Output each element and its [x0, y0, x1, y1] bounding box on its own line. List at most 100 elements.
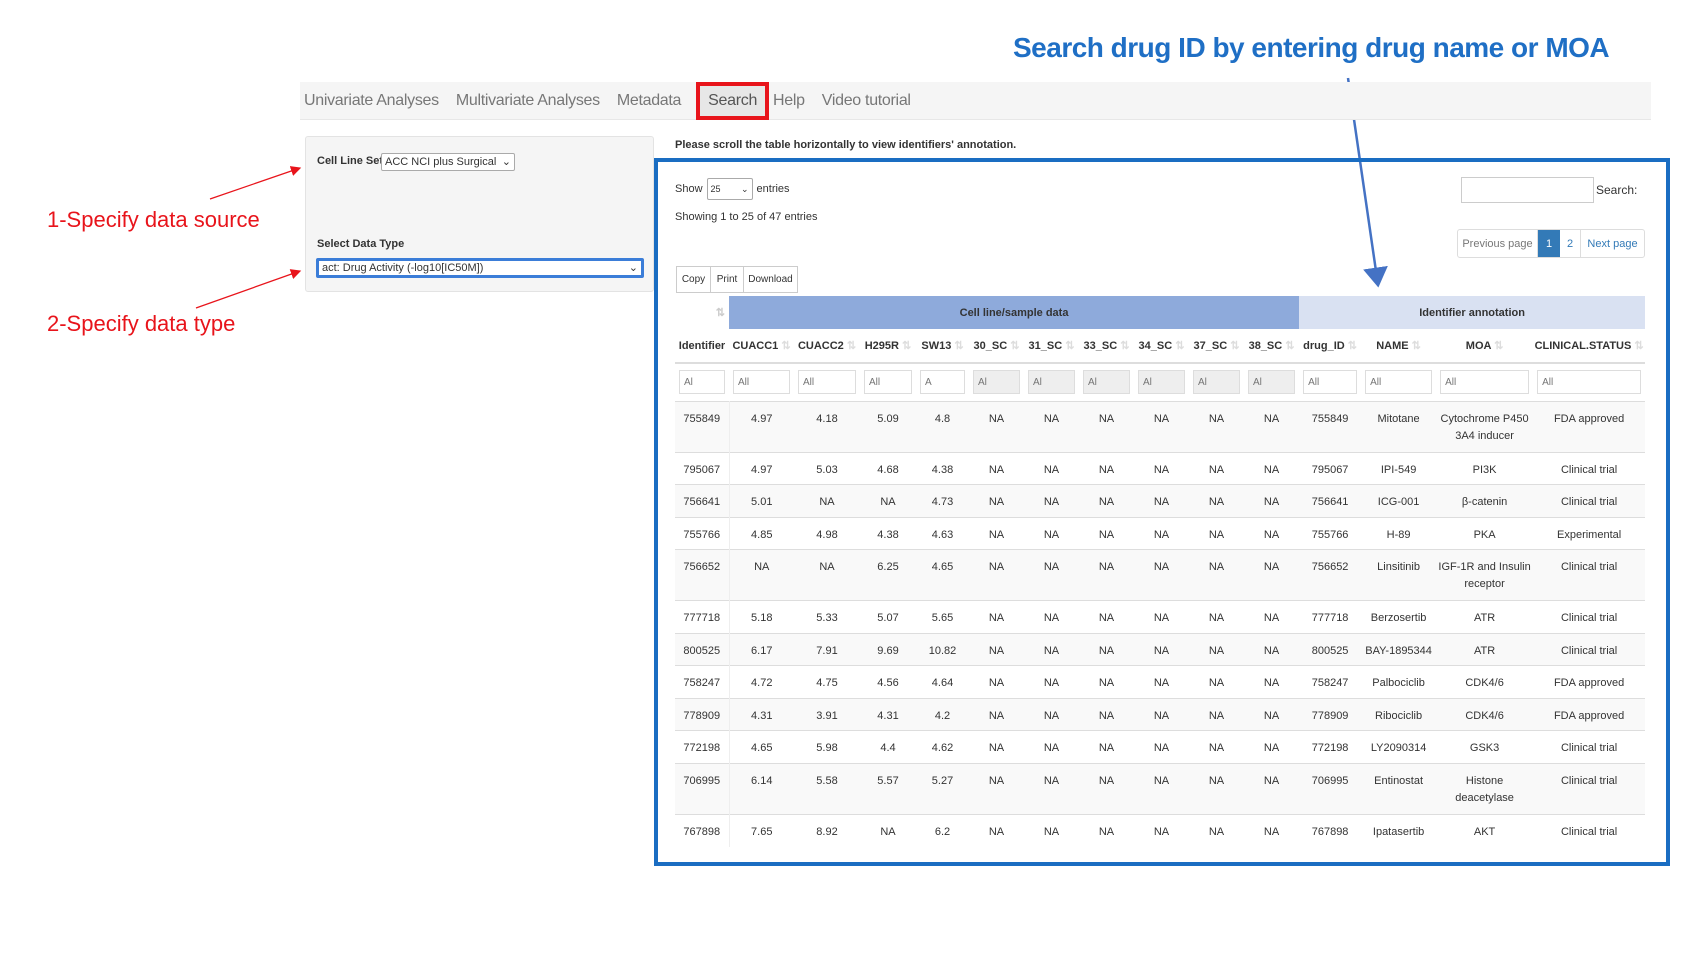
- filter-input-clinical-status[interactable]: [1537, 370, 1642, 395]
- sort-icon[interactable]: ⇅: [1491, 340, 1504, 352]
- column-header-34-sc[interactable]: 34_SC ⇅: [1134, 329, 1189, 364]
- cell-37-sc: NA: [1189, 813, 1244, 847]
- group-identifier-annotation: Identifier annotation: [1299, 296, 1646, 329]
- cell-identifier: 755849: [675, 400, 730, 452]
- column-header-sw13[interactable]: SW13 ⇅: [916, 329, 969, 364]
- filter-input-31-sc[interactable]: [1028, 370, 1075, 395]
- filter-input-37-sc[interactable]: [1193, 370, 1240, 395]
- cell-31-sc: NA: [1024, 632, 1079, 666]
- cell-34-sc: NA: [1134, 762, 1189, 814]
- table-row[interactable]: 706995 6.14 5.58 5.57 5.27 NA NA NA NA NA NA 706995…: [675, 762, 1646, 814]
- column-header-33-sc[interactable]: 33_SC ⇅: [1079, 329, 1134, 364]
- column-header-cuacc2[interactable]: CUACC2 ⇅: [794, 329, 860, 364]
- nav-video-tutorial[interactable]: Video tutorial: [821, 91, 911, 109]
- sort-icon[interactable]: ⇅: [843, 340, 857, 352]
- column-header-moa[interactable]: MOA ⇅: [1436, 329, 1534, 364]
- filter-input-cuacc1[interactable]: [733, 370, 790, 395]
- next-page-button[interactable]: Next page: [1587, 237, 1638, 250]
- column-header-name[interactable]: NAME ⇅: [1361, 329, 1437, 364]
- table-row[interactable]: 756641 5.01 NA NA 4.73 NA NA NA NA NA NA 756641 ICG-…: [675, 484, 1646, 517]
- column-header-38-sc[interactable]: 38_SC ⇅: [1244, 329, 1300, 364]
- sort-icon[interactable]: ⇅: [675, 296, 729, 329]
- download-button[interactable]: Download: [744, 266, 798, 293]
- sort-icon[interactable]: ⇅: [1007, 340, 1020, 352]
- cell-30-sc: NA: [969, 697, 1024, 731]
- copy-button[interactable]: Copy: [676, 266, 711, 293]
- page-1-button[interactable]: 1: [1538, 230, 1560, 257]
- cell-34-sc: NA: [1134, 400, 1189, 452]
- column-header-clinical-status[interactable]: CLINICAL.STATUS ⇅: [1533, 329, 1646, 364]
- cell-37-sc: NA: [1189, 451, 1244, 485]
- filter-input-drug-id[interactable]: [1303, 370, 1358, 395]
- cell-moa: PKA: [1436, 516, 1534, 550]
- sort-icon[interactable]: ⇅: [1408, 340, 1421, 352]
- cell-clinical-status: FDA approved: [1533, 697, 1646, 731]
- filter-input-h295r[interactable]: [864, 370, 912, 395]
- filter-input-30-sc[interactable]: [973, 370, 1020, 395]
- filter-input-cuacc2[interactable]: [798, 370, 856, 395]
- column-header-h295r[interactable]: H295R ⇅: [860, 329, 916, 364]
- cell-sw13: 5.65: [916, 600, 969, 633]
- sort-icon[interactable]: ⇅: [898, 340, 912, 352]
- nav-multivariate-analyses[interactable]: Multivariate Analyses: [455, 91, 600, 109]
- table-row[interactable]: 756652 NA NA 6.25 4.65 NA NA NA NA NA NA 756652 Lins…: [675, 549, 1646, 601]
- cell-h295r: 4.4: [860, 730, 916, 763]
- previous-page-button[interactable]: Previous page: [1458, 230, 1538, 257]
- column-header-cuacc1[interactable]: CUACC1 ⇅: [729, 329, 794, 364]
- filter-input-sw13[interactable]: [920, 370, 965, 395]
- data-type-value: act: Drug Activity (-log10[IC50M]): [322, 262, 484, 274]
- sort-icon[interactable]: ⇅: [1631, 340, 1644, 352]
- filter-input-identifier[interactable]: [679, 370, 725, 395]
- table-row[interactable]: 755849 4.97 4.18 5.09 4.8 NA NA NA NA NA NA 755849 M…: [675, 400, 1646, 452]
- sort-icon[interactable]: ⇅: [1117, 340, 1130, 352]
- filter-input-38-sc[interactable]: [1248, 370, 1296, 395]
- column-header-identifier[interactable]: Identifier: [675, 329, 729, 364]
- column-header-drug-id[interactable]: drug_ID ⇅: [1299, 329, 1362, 364]
- cell-cuacc1: NA: [729, 549, 794, 601]
- cell-identifier: 755766: [675, 516, 730, 550]
- table-row[interactable]: 778909 4.31 3.91 4.31 4.2 NA NA NA NA NA NA 778909 R…: [675, 697, 1646, 731]
- table-row[interactable]: 767898 7.65 8.92 NA 6.2 NA NA NA NA NA NA 767898 Ipa…: [675, 813, 1646, 847]
- cell-clinical-status: Clinical trial: [1533, 632, 1646, 666]
- table-row[interactable]: 795067 4.97 5.03 4.68 4.38 NA NA NA NA NA NA 795067…: [675, 451, 1646, 485]
- filter-input-moa[interactable]: [1440, 370, 1530, 395]
- filter-input-34-sc[interactable]: [1138, 370, 1185, 395]
- sort-icon[interactable]: ⇅: [951, 340, 964, 352]
- sort-icon[interactable]: ⇅: [778, 340, 791, 352]
- entries-select[interactable]: 25 ⌄: [706, 178, 753, 200]
- sort-icon[interactable]: ⇅: [1344, 340, 1357, 352]
- column-header-31-sc[interactable]: 31_SC ⇅: [1024, 329, 1079, 364]
- column-label: H295R: [864, 340, 899, 352]
- column-header-37-sc[interactable]: 37_SC ⇅: [1189, 329, 1244, 364]
- cell-line-set-select[interactable]: ACC NCI plus Surgical ⌄: [381, 153, 515, 171]
- table-row[interactable]: 777718 5.18 5.33 5.07 5.65 NA NA NA NA NA NA 777718…: [675, 600, 1646, 633]
- table-row[interactable]: 772198 4.65 5.98 4.4 4.62 NA NA NA NA NA NA 772198 L…: [675, 730, 1646, 763]
- cell-moa: ATR: [1436, 600, 1534, 633]
- table-row[interactable]: 758247 4.72 4.75 4.56 4.64 NA NA NA NA NA NA 758247…: [675, 665, 1646, 698]
- nav-univariate-analyses[interactable]: Univariate Analyses: [304, 91, 439, 109]
- search-input[interactable]: [1461, 177, 1594, 203]
- page-2-button[interactable]: 2: [1560, 230, 1581, 257]
- print-button[interactable]: Print: [711, 266, 744, 293]
- table-row[interactable]: 800525 6.17 7.91 9.69 10.82 NA NA NA NA NA NA 80052…: [675, 632, 1646, 666]
- sort-icon[interactable]: ⇅: [1282, 340, 1295, 352]
- nav-metadata[interactable]: Metadata: [616, 91, 682, 109]
- cell-cuacc2: 5.03: [794, 451, 860, 485]
- cell-clinical-status: Clinical trial: [1533, 600, 1646, 633]
- column-header-30-sc[interactable]: 30_SC ⇅: [969, 329, 1024, 364]
- filter-cell: [1134, 363, 1189, 401]
- cell-sw13: 4.63: [916, 516, 969, 550]
- sort-icon[interactable]: ⇅: [1062, 340, 1075, 352]
- sort-icon[interactable]: ⇅: [1172, 340, 1185, 352]
- filter-input-name[interactable]: [1365, 370, 1433, 395]
- filter-input-33-sc[interactable]: [1083, 370, 1130, 395]
- sort-icon[interactable]: ⇅: [1227, 340, 1240, 352]
- cell-31-sc: NA: [1024, 697, 1079, 731]
- nav-search[interactable]: Search: [696, 81, 770, 120]
- cell-moa: ATR: [1436, 632, 1534, 666]
- column-label: 37_SC: [1193, 340, 1228, 352]
- nav-help[interactable]: Help: [773, 91, 805, 109]
- cell-38-sc: NA: [1244, 600, 1300, 633]
- data-type-select[interactable]: act: Drug Activity (-log10[IC50M]) ⌄: [316, 258, 644, 278]
- table-row[interactable]: 755766 4.85 4.98 4.38 4.63 NA NA NA NA NA NA 755766…: [675, 516, 1646, 550]
